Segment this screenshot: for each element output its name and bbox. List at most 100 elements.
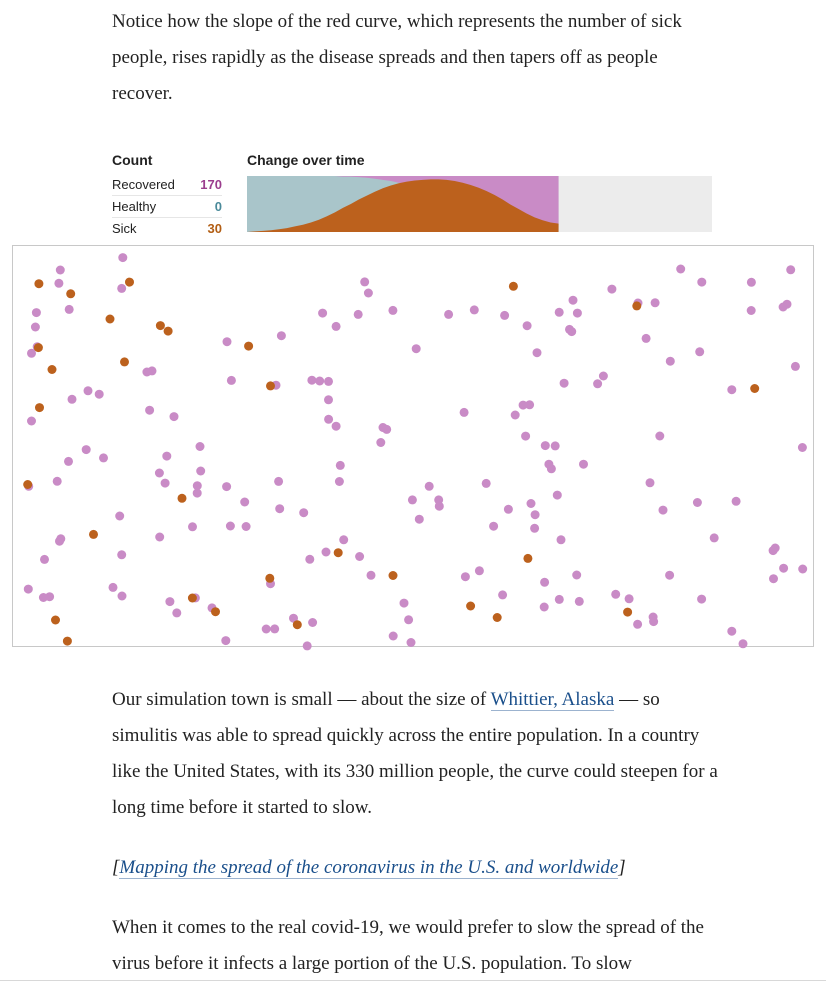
recovered-person-dot [489,521,499,531]
recovered-person-dot [658,505,668,515]
recovered-person-dot [697,594,707,604]
recovered-person-dot [321,547,331,557]
recovered-person-dot [360,277,370,287]
sick-person-dot [244,341,254,351]
sick-person-dot [466,601,476,611]
recovered-person-dot [645,478,655,488]
recovered-person-dot [459,407,469,417]
recovered-person-dot [676,264,686,274]
recovered-person-dot [790,361,800,371]
recovered-person-dot [67,394,77,404]
recovered-person-dot [30,322,40,332]
recovered-person-dot [778,302,788,312]
recovered-person-dot [366,570,376,580]
recovered-person-dot [388,305,398,315]
recovered-person-dot [559,378,569,388]
recovered-person-dot [221,636,231,646]
sick-person-dot [523,553,533,563]
sick-person-dot [120,357,129,367]
recovered-person-dot [376,438,386,447]
legend-row-healthy: Healthy 0 [112,196,222,218]
trend-area-svg [247,176,712,232]
recovered-person-dot [424,481,434,491]
legend-row-sick: Sick 30 [112,218,222,239]
recovered-person-dot [54,278,64,288]
recovered-person-dot [55,265,65,275]
recovered-person-dot [404,615,414,625]
change-over-time-chart: Change over time [247,150,712,232]
recovered-person-dot [196,466,206,476]
legend-title: Count [112,152,153,168]
recovered-person-dot [611,589,621,599]
recovered-person-dot [81,445,91,455]
recovered-person-dot [23,584,33,594]
page-bottom-divider [0,980,826,981]
recovered-person-dot [521,431,531,441]
recovered-person-dot [407,495,417,505]
recovered-person-dot [388,631,398,641]
sick-person-dot [211,607,220,617]
recovered-person-dot [276,331,286,341]
recovered-person-dot [331,421,341,431]
sick-person-dot [177,493,187,503]
recovered-person-dot [692,498,702,507]
recovered-person-dot [162,451,172,461]
recovered-person-dot [503,504,513,514]
legend-label-healthy: Healthy [112,199,157,214]
recovered-person-dot [540,577,550,587]
recovered-person-dot [331,321,341,331]
recovered-person-dot [363,288,373,298]
recovered-person-dot [498,590,508,600]
recovered-person-dot [31,308,41,318]
recovered-person-dot [550,441,560,451]
recovered-person-dot [261,624,271,634]
sick-person-dot [265,573,275,583]
recovered-person-dot [324,376,333,386]
recovered-person-dot [241,522,251,531]
recovered-person-dot [526,499,536,508]
recovered-person-dot [117,591,127,601]
recovered-person-dot [500,310,510,320]
body-paragraph-3: When it comes to the real covid-19, we w… [112,917,704,974]
sick-person-dot [33,343,43,353]
recovered-person-dot [665,570,675,580]
sick-person-dot [62,636,72,646]
recovered-person-dot [99,453,108,463]
recovered-person-dot [378,423,388,432]
recovered-person-dot [544,459,554,469]
recovered-person-dot [225,521,235,531]
recovered-person-dot [554,594,564,604]
sick-person-dot [508,281,518,291]
recovered-person-dot [474,566,484,576]
legend-label-recovered: Recovered [112,177,175,192]
recovered-person-dot [460,572,470,582]
recovered-person-dot [556,535,566,545]
chart-recovered-area [247,176,559,224]
count-legend: Count Recovered 170 Healthy 0 Sick 30 [112,150,222,239]
recovered-person-dot [142,367,152,377]
sick-person-dot [125,277,134,287]
recovered-person-dot [160,478,170,488]
recovered-person-dot [115,511,125,521]
related-article-link[interactable]: Mapping the spread of the coronavirus in… [119,857,619,879]
recovered-person-dot [593,379,603,389]
recovered-person-dot [355,552,365,561]
para2-text-before: Our simulation town is small — about the… [112,689,491,710]
recovered-person-dot [697,277,707,287]
recovered-person-dot [154,468,164,478]
recovered-person-dot [572,570,582,580]
recovered-person-dot [444,309,454,319]
recovered-person-dot [798,564,808,574]
recovered-person-dot [727,385,737,395]
recovered-person-dot [769,574,778,584]
recovered-person-dot [334,477,344,486]
whittier-link[interactable]: Whittier, Alaska [490,689,615,711]
recovered-person-dot [64,456,73,466]
recovered-person-dot [434,501,444,511]
recovered-person-dot [746,277,756,287]
recovered-person-dot [27,348,36,358]
recovered-person-dot [768,546,778,556]
recovered-person-dot [192,488,202,498]
legend-value-sick: 30 [207,221,222,236]
recovered-person-dot [52,476,62,486]
